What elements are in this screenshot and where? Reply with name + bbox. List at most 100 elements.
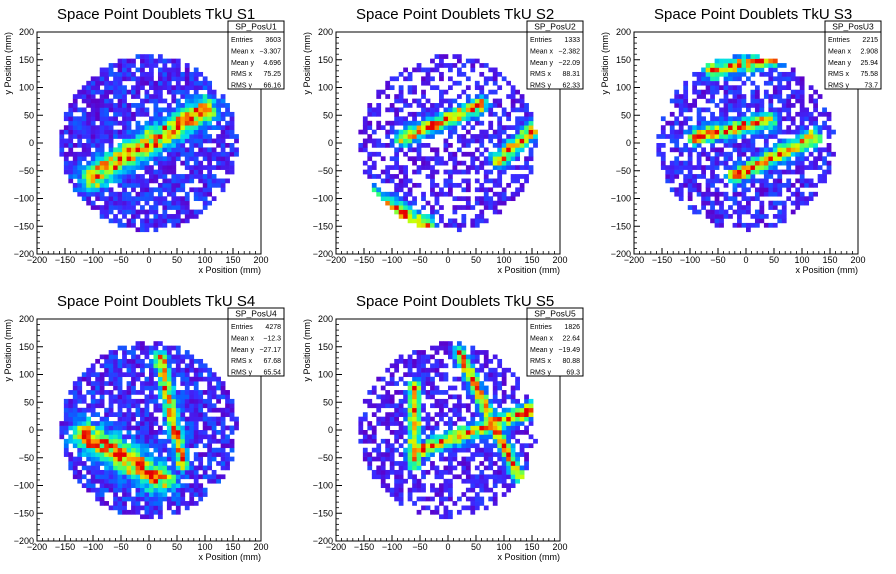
heatmap-cell <box>804 111 810 117</box>
heatmap-cell <box>723 129 729 135</box>
heatmap-cell <box>149 58 154 64</box>
heatmap-cell <box>683 89 689 95</box>
heatmap-cell <box>175 182 181 188</box>
heatmap-cell <box>126 390 132 395</box>
heatmap-cell <box>804 138 810 144</box>
heatmap-cell <box>104 169 109 175</box>
heatmap-cell <box>474 367 480 373</box>
heatmap-cell <box>86 129 92 135</box>
x-tick-label: −200 <box>27 542 47 552</box>
heatmap-cell <box>144 385 150 391</box>
heatmap-cell <box>202 205 208 210</box>
heatmap-cell <box>763 134 769 139</box>
heatmap-cell <box>171 465 177 471</box>
heatmap-cell <box>665 178 671 184</box>
heatmap-cell <box>104 363 109 369</box>
heatmap-cell <box>153 501 159 506</box>
heatmap-cell <box>180 354 186 360</box>
heatmap-cell <box>790 138 796 144</box>
heatmap-cell <box>439 89 444 95</box>
heatmap-cell <box>506 461 512 466</box>
heatmap-cell <box>714 80 720 86</box>
heatmap-cell <box>660 116 666 122</box>
heatmap-cell <box>371 385 377 391</box>
heatmap-cell <box>140 182 145 188</box>
heatmap-cell <box>99 425 105 431</box>
heatmap-cell <box>180 501 186 506</box>
heatmap-cell <box>412 412 417 417</box>
heatmap-cell <box>434 54 440 59</box>
heatmap-cell <box>474 394 480 400</box>
heatmap-cell <box>804 125 810 130</box>
heatmap-cell <box>434 107 440 113</box>
heatmap-cell <box>99 67 105 73</box>
heatmap-cell <box>126 125 132 130</box>
stats-value: −2.382 <box>558 48 580 55</box>
heatmap-cell <box>750 98 756 104</box>
stats-value: 65.54 <box>263 370 281 377</box>
heatmap-cell <box>108 151 114 157</box>
heatmap-cell <box>140 438 145 444</box>
heatmap-cell <box>678 196 684 202</box>
heatmap-cell <box>786 129 792 135</box>
heatmap-cell <box>777 143 783 148</box>
heatmap-cell <box>389 178 395 184</box>
heatmap-cell <box>456 58 462 64</box>
heatmap-cell <box>126 492 132 497</box>
heatmap-cell <box>216 430 221 435</box>
heatmap-cell <box>149 478 154 484</box>
heatmap-cell <box>117 76 123 82</box>
heatmap-cell <box>759 125 765 130</box>
heatmap-cell <box>389 376 395 382</box>
heatmap-cell <box>180 496 186 502</box>
heatmap-cell <box>153 341 159 346</box>
heatmap-cell <box>99 182 105 188</box>
heatmap-cell <box>492 390 498 395</box>
heatmap-cell <box>99 496 105 502</box>
heatmap-cell <box>229 165 235 170</box>
heatmap-cell <box>171 89 177 95</box>
heatmap-cell <box>808 151 814 157</box>
heatmap-cell <box>108 425 114 431</box>
heatmap-cell <box>533 438 538 444</box>
heatmap-cell <box>524 107 529 113</box>
heatmap-cell <box>768 98 774 104</box>
heatmap-cell <box>790 169 796 175</box>
heatmap-cell <box>710 214 715 219</box>
heatmap-cell <box>362 147 368 153</box>
heatmap-cell <box>81 421 87 426</box>
heatmap-cell <box>229 398 235 404</box>
heatmap-cell <box>90 367 96 373</box>
heatmap-cell <box>144 487 150 493</box>
heatmap-cell <box>786 125 792 130</box>
heatmap-cell <box>461 178 467 184</box>
heatmap-cell <box>443 120 449 126</box>
heatmap-cell <box>99 209 105 215</box>
heatmap-cell <box>81 443 87 449</box>
heatmap-cell <box>117 200 123 206</box>
heatmap-cell <box>367 421 373 426</box>
heatmap-cell <box>122 156 127 162</box>
heatmap-cell <box>126 398 132 404</box>
heatmap-cell <box>421 438 426 444</box>
heatmap-cell <box>108 403 114 409</box>
heatmap-cell <box>184 218 190 224</box>
heatmap-cell <box>660 160 666 166</box>
heatmap-cell <box>144 469 150 475</box>
heatmap-cell <box>683 120 689 126</box>
heatmap-cell <box>470 63 476 68</box>
heatmap-cell <box>492 151 498 157</box>
heatmap-cell <box>117 98 123 104</box>
heatmap-cell <box>157 151 163 157</box>
heatmap-cell <box>104 80 109 86</box>
heatmap-cell <box>90 461 96 466</box>
heatmap-cell <box>95 452 101 457</box>
heatmap-cell <box>153 209 159 215</box>
heatmap-cell <box>81 430 87 435</box>
heatmap-cell <box>162 134 168 139</box>
heatmap-cell <box>795 134 801 139</box>
heatmap-cell <box>434 367 440 373</box>
heatmap-cell <box>153 363 159 369</box>
heatmap-cell <box>90 111 96 117</box>
heatmap-cell <box>144 178 150 184</box>
